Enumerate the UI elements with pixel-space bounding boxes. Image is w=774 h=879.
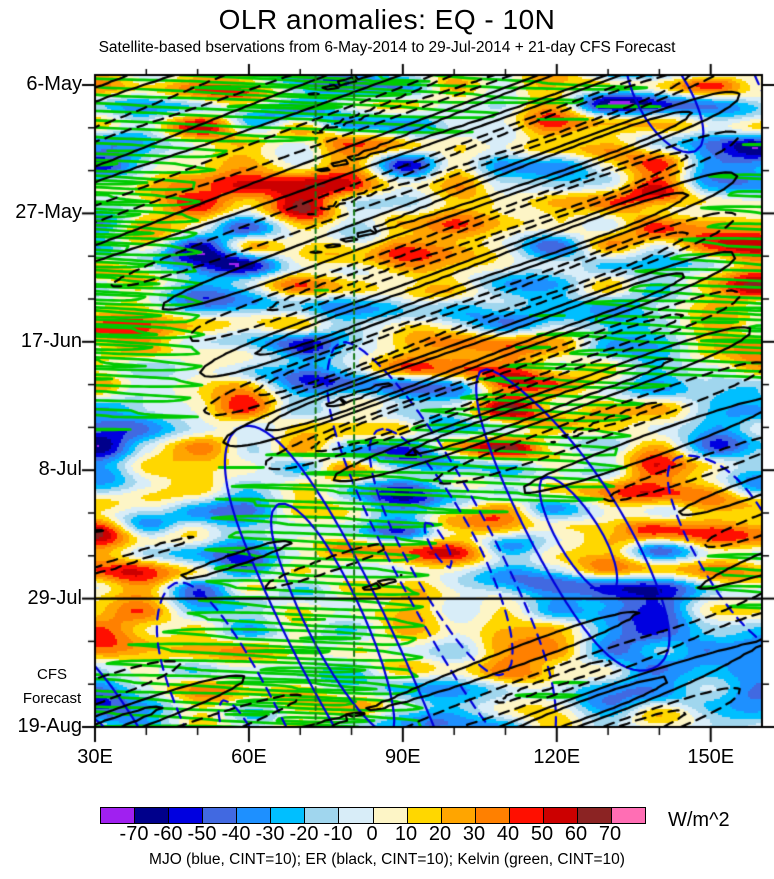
colorbar-tick-label: -30 xyxy=(255,823,285,845)
colorbar-segment xyxy=(270,808,305,823)
x-tick-label: 150E xyxy=(687,746,735,768)
colorbar-segment xyxy=(474,808,509,823)
colorbar-tick-label: -70 xyxy=(119,823,149,845)
colorbar-tick-label: -50 xyxy=(187,823,217,845)
x-tick-label: 30E xyxy=(77,746,113,768)
colorbar-tick-label: 20 xyxy=(428,823,452,845)
hovmoller-plot-canvas xyxy=(0,0,774,800)
colorbar-tick-label: 30 xyxy=(462,823,486,845)
cfs-forecast-annotation-line: CFS xyxy=(37,666,67,683)
colorbar-tick-label: 70 xyxy=(598,823,622,845)
y-tick-label: 19-Aug xyxy=(17,715,83,737)
colorbar-segment xyxy=(508,808,543,823)
colorbar-segment xyxy=(304,808,339,823)
colorbar-segment xyxy=(168,808,203,823)
units-label: W/m^2 xyxy=(668,809,730,831)
colorbar-tick-label: -20 xyxy=(289,823,319,845)
colorbar-tick-label: -10 xyxy=(323,823,353,845)
colorbar-segment xyxy=(542,808,577,823)
y-tick-label: 17-Jun xyxy=(20,329,82,352)
colorbar-tick-label: 50 xyxy=(530,823,554,845)
colorbar-tick-label: -60 xyxy=(153,823,183,845)
cfs-forecast-annotation-line: Forecast xyxy=(22,690,82,707)
colorbar-tick-label: 60 xyxy=(564,823,588,845)
colorbar-segment xyxy=(202,808,237,823)
colorbar xyxy=(100,807,646,824)
colorbar-segment xyxy=(372,808,407,823)
colorbar-segment xyxy=(101,808,135,823)
colorbar-tick-label: -40 xyxy=(221,823,251,845)
colorbar-tick-label: 0 xyxy=(366,823,378,845)
x-tick-label: 60E xyxy=(231,746,267,768)
colorbar-segment xyxy=(406,808,441,823)
colorbar-segment xyxy=(338,808,373,823)
colorbar-tick-label: 10 xyxy=(394,823,418,845)
colorbar-tick-label: 40 xyxy=(496,823,520,845)
x-tick-label: 90E xyxy=(385,746,421,768)
colorbar-segment xyxy=(576,808,611,823)
y-tick-label: 8-Jul xyxy=(38,458,82,481)
colorbar-segment xyxy=(134,808,169,823)
y-tick-label: 6-May xyxy=(26,73,82,95)
caption: MJO (blue, CINT=10); ER (black, CINT=10)… xyxy=(149,851,625,868)
colorbar-segment xyxy=(440,808,475,823)
colorbar-segment xyxy=(610,808,645,823)
colorbar-segment xyxy=(236,808,271,823)
y-tick-label: 29-Jul xyxy=(27,586,82,609)
y-tick-label: 27-May xyxy=(15,201,82,224)
x-tick-label: 120E xyxy=(533,746,581,768)
